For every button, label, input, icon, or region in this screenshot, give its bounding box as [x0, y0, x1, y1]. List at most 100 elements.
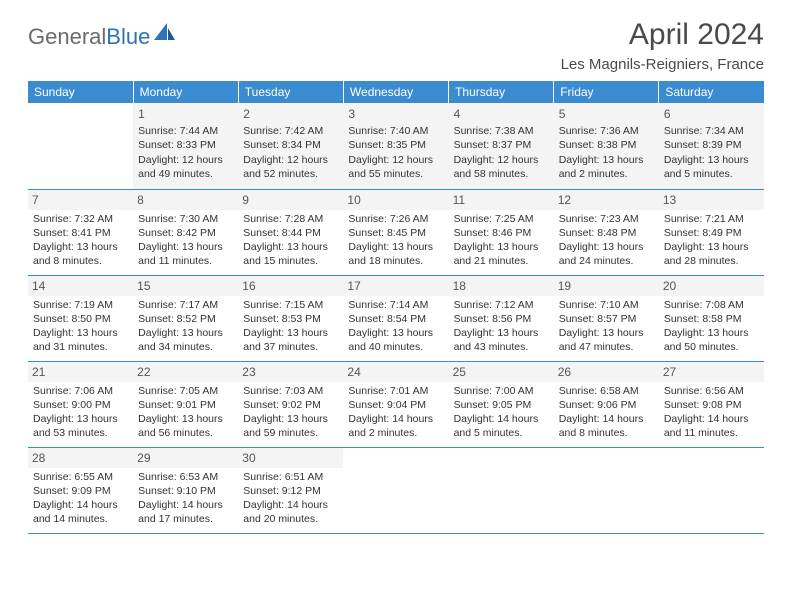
sunrise-text: Sunrise: 7:32 AM: [33, 212, 128, 226]
calendar-day-cell: 17Sunrise: 7:14 AMSunset: 8:54 PMDayligh…: [343, 275, 448, 361]
daylight-text: Daylight: 13 hours: [243, 326, 338, 340]
daylight-text: and 34 minutes.: [138, 340, 233, 354]
calendar-day-cell: 2Sunrise: 7:42 AMSunset: 8:34 PMDaylight…: [238, 103, 343, 189]
sunrise-text: Sunrise: 7:40 AM: [348, 124, 443, 138]
calendar-day-cell: 1Sunrise: 7:44 AMSunset: 8:33 PMDaylight…: [133, 103, 238, 189]
daylight-text: Daylight: 13 hours: [138, 240, 233, 254]
sunset-text: Sunset: 8:54 PM: [348, 312, 443, 326]
daylight-text: Daylight: 13 hours: [138, 412, 233, 426]
sunset-text: Sunset: 8:58 PM: [664, 312, 759, 326]
daylight-text: Daylight: 13 hours: [559, 326, 654, 340]
sunset-text: Sunset: 8:46 PM: [454, 226, 549, 240]
sunset-text: Sunset: 9:06 PM: [559, 398, 654, 412]
calendar-day-cell: 14Sunrise: 7:19 AMSunset: 8:50 PMDayligh…: [28, 275, 133, 361]
sunrise-text: Sunrise: 7:30 AM: [138, 212, 233, 226]
subtitle: Les Magnils-Reigniers, France: [561, 56, 764, 73]
sunrise-text: Sunrise: 7:34 AM: [664, 124, 759, 138]
daylight-text: and 49 minutes.: [138, 167, 233, 181]
sunrise-text: Sunrise: 7:28 AM: [243, 212, 338, 226]
calendar-day-cell: 30Sunrise: 6:51 AMSunset: 9:12 PMDayligh…: [238, 447, 343, 533]
daylight-text: and 2 minutes.: [559, 167, 654, 181]
sunset-text: Sunset: 8:52 PM: [138, 312, 233, 326]
daylight-text: and 17 minutes.: [138, 512, 233, 526]
calendar-day-cell: [449, 447, 554, 533]
calendar-day-cell: 5Sunrise: 7:36 AMSunset: 8:38 PMDaylight…: [554, 103, 659, 189]
calendar-week-row: 21Sunrise: 7:06 AMSunset: 9:00 PMDayligh…: [28, 361, 764, 447]
day-number: 1: [138, 106, 233, 122]
calendar-week-row: 7Sunrise: 7:32 AMSunset: 8:41 PMDaylight…: [28, 189, 764, 275]
daylight-text: Daylight: 13 hours: [243, 412, 338, 426]
daylight-text: Daylight: 14 hours: [33, 498, 128, 512]
day-number: 6: [664, 106, 759, 122]
calendar-day-cell: 15 Sunrise: 7:17 AMSunset: 8:52 PMDayligh…: [133, 275, 238, 361]
weekday-header: Monday: [133, 81, 238, 103]
daylight-text: and 15 minutes.: [243, 254, 338, 268]
daylight-text: and 20 minutes.: [243, 512, 338, 526]
calendar-day-cell: 29Sunrise: 6:53 AMSunset: 9:10 PMDayligh…: [133, 447, 238, 533]
day-number: 10: [343, 190, 448, 210]
weekday-header: Saturday: [659, 81, 764, 103]
sunrise-text: Sunrise: 7:42 AM: [243, 124, 338, 138]
sunrise-text: Sunrise: 7:17 AM: [138, 298, 233, 312]
sunrise-text: Sunrise: 6:56 AM: [664, 384, 759, 398]
daylight-text: and 28 minutes.: [664, 254, 759, 268]
calendar-day-cell: 12Sunrise: 7:23 AMSunset: 8:48 PMDayligh…: [554, 189, 659, 275]
day-number: 25: [449, 362, 554, 382]
daylight-text: Daylight: 13 hours: [664, 326, 759, 340]
sunset-text: Sunset: 8:41 PM: [33, 226, 128, 240]
sunset-text: Sunset: 8:45 PM: [348, 226, 443, 240]
daylight-text: Daylight: 12 hours: [454, 153, 549, 167]
sunrise-text: Sunrise: 6:53 AM: [138, 470, 233, 484]
calendar-day-cell: 18Sunrise: 7:12 AMSunset: 8:56 PMDayligh…: [449, 275, 554, 361]
day-number: 8: [133, 190, 238, 210]
sail-icon: [154, 23, 176, 46]
sunset-text: Sunset: 8:48 PM: [559, 226, 654, 240]
sunset-text: Sunset: 9:10 PM: [138, 484, 233, 498]
sunrise-text: Sunrise: 6:55 AM: [33, 470, 128, 484]
calendar-day-cell: [659, 447, 764, 533]
sunset-text: Sunset: 8:38 PM: [559, 138, 654, 152]
calendar-day-cell: 27Sunrise: 6:56 AMSunset: 9:08 PMDayligh…: [659, 361, 764, 447]
calendar-day-cell: [343, 447, 448, 533]
sunrise-text: Sunrise: 7:36 AM: [559, 124, 654, 138]
sunset-text: Sunset: 9:02 PM: [243, 398, 338, 412]
day-number: 2: [243, 106, 338, 122]
sunrise-text: Sunrise: 7:06 AM: [33, 384, 128, 398]
daylight-text: and 8 minutes.: [33, 254, 128, 268]
day-number: 24: [343, 362, 448, 382]
day-number: 30: [238, 448, 343, 468]
daylight-text: and 40 minutes.: [348, 340, 443, 354]
sunrise-text: Sunrise: 7:03 AM: [243, 384, 338, 398]
daylight-text: and 50 minutes.: [664, 340, 759, 354]
day-number: 22: [133, 362, 238, 382]
logo-general: General: [28, 24, 106, 49]
daylight-text: and 52 minutes.: [243, 167, 338, 181]
daylight-text: and 21 minutes.: [454, 254, 549, 268]
sunset-text: Sunset: 8:33 PM: [138, 138, 233, 152]
sunset-text: Sunset: 9:04 PM: [348, 398, 443, 412]
calendar-header-row: Sunday Monday Tuesday Wednesday Thursday…: [28, 81, 764, 103]
calendar-week-row: 14Sunrise: 7:19 AMSunset: 8:50 PMDayligh…: [28, 275, 764, 361]
calendar-week-row: 1Sunrise: 7:44 AMSunset: 8:33 PMDaylight…: [28, 103, 764, 189]
day-number: 15: [133, 276, 238, 296]
sunset-text: Sunset: 8:37 PM: [454, 138, 549, 152]
calendar-day-cell: 26Sunrise: 6:58 AMSunset: 9:06 PMDayligh…: [554, 361, 659, 447]
daylight-text: Daylight: 12 hours: [243, 153, 338, 167]
calendar-body: 1Sunrise: 7:44 AMSunset: 8:33 PMDaylight…: [28, 103, 764, 533]
logo-text: GeneralBlue: [28, 24, 150, 50]
daylight-text: Daylight: 13 hours: [243, 240, 338, 254]
day-number: 23: [238, 362, 343, 382]
daylight-text: and 31 minutes.: [33, 340, 128, 354]
sunrise-text: Sunrise: 7:23 AM: [559, 212, 654, 226]
day-number: 28: [28, 448, 133, 468]
day-number: 29: [133, 448, 238, 468]
sunset-text: Sunset: 9:09 PM: [33, 484, 128, 498]
day-number: 19: [554, 276, 659, 296]
sunrise-text: Sunrise: 7:25 AM: [454, 212, 549, 226]
logo-blue: Blue: [106, 24, 150, 49]
daylight-text: Daylight: 13 hours: [138, 326, 233, 340]
daylight-text: Daylight: 13 hours: [33, 326, 128, 340]
calendar-day-cell: [28, 103, 133, 189]
sunset-text: Sunset: 9:05 PM: [454, 398, 549, 412]
sunrise-text: Sunrise: 7:14 AM: [348, 298, 443, 312]
